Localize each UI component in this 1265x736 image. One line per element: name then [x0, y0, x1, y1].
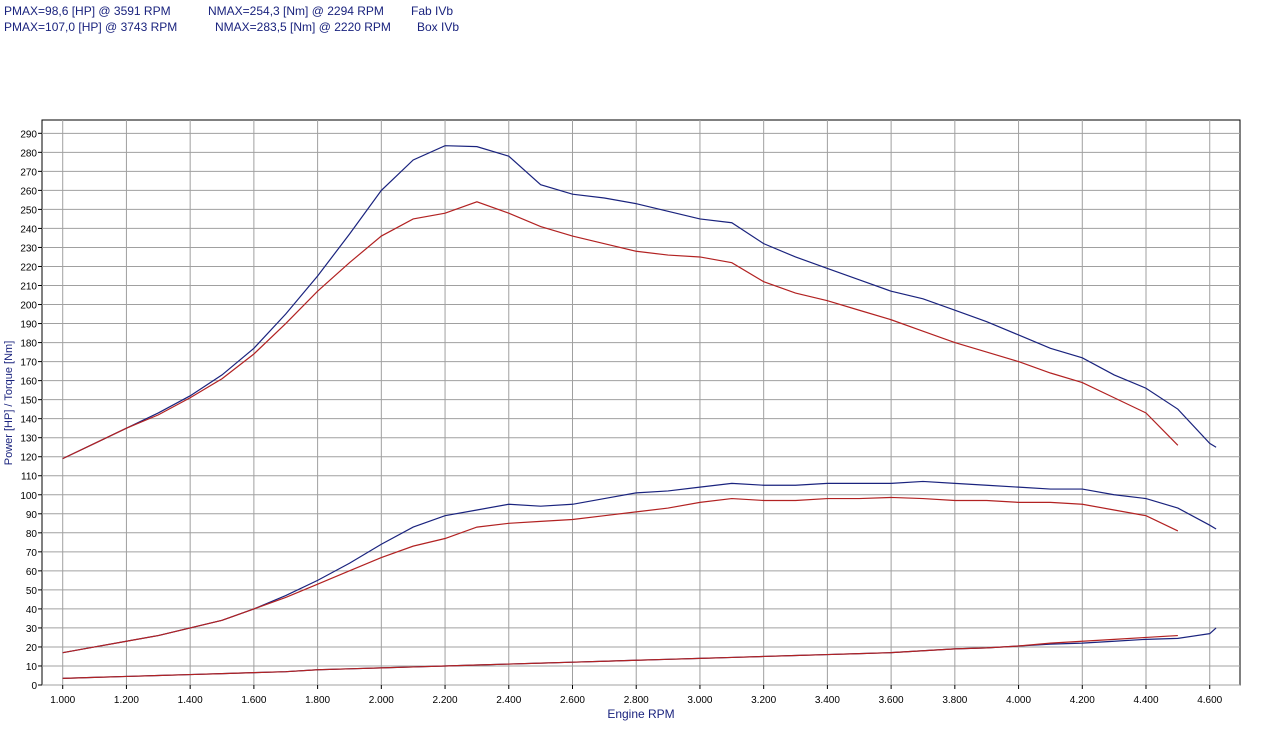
y-tick-label: 90 [26, 510, 38, 521]
y-tick-label: 140 [20, 415, 37, 426]
x-tick-label: 1.000 [50, 695, 75, 706]
x-tick-label: 3.200 [751, 695, 776, 706]
y-tick-label: 260 [20, 186, 37, 197]
x-axis-label: Engine RPM [607, 707, 674, 721]
y-tick-label: 220 [20, 262, 37, 273]
y-tick-label: 190 [20, 320, 37, 331]
x-tick-label: 1.800 [305, 695, 330, 706]
header-name: Fab IVb [411, 4, 453, 18]
y-tick-label: 60 [26, 567, 38, 578]
x-tick-label: 1.200 [114, 695, 139, 706]
series-line [62, 496, 1179, 654]
header-nmax: NMAX=254,3 [Nm] @ 2294 RPM [208, 4, 384, 18]
header-pmax: PMAX=107,0 [HP] @ 3743 RPM [4, 20, 177, 34]
header-pmax: PMAX=98,6 [HP] @ 3591 RPM [4, 4, 171, 18]
y-tick-label: 290 [20, 129, 37, 140]
x-tick-label: 2.800 [624, 695, 649, 706]
y-tick-label: 50 [26, 586, 38, 597]
y-tick-label: 280 [20, 148, 37, 159]
y-tick-label: 150 [20, 396, 37, 407]
x-tick-label: 4.400 [1133, 695, 1158, 706]
x-tick-label: 2.400 [496, 695, 521, 706]
y-tick-label: 100 [20, 491, 37, 502]
y-tick-label: 270 [20, 167, 37, 178]
y-tick-label: 160 [20, 377, 37, 388]
y-tick-label: 240 [20, 224, 37, 235]
x-tick-label: 3.800 [942, 695, 967, 706]
x-tick-label: 3.000 [687, 695, 712, 706]
x-tick-label: 4.600 [1197, 695, 1222, 706]
y-tick-label: 80 [26, 529, 38, 540]
header-name: Box IVb [417, 20, 459, 34]
y-tick-label: 180 [20, 339, 37, 350]
x-tick-label: 2.000 [369, 695, 394, 706]
y-tick-label: 30 [26, 624, 38, 635]
x-tick-label: 1.600 [241, 695, 266, 706]
y-tick-label: 120 [20, 453, 37, 464]
y-tick-label: 130 [20, 434, 37, 445]
y-tick-label: 200 [20, 301, 37, 312]
y-tick-label: 230 [20, 243, 37, 254]
x-tick-label: 3.600 [879, 695, 904, 706]
plot-area [41, 119, 1241, 686]
x-tick-label: 3.400 [815, 695, 840, 706]
header-nmax: NMAX=283,5 [Nm] @ 2220 RPM [215, 20, 391, 34]
y-tick-label: 40 [26, 605, 38, 616]
x-tick-label: 2.600 [560, 695, 585, 706]
series-line [62, 634, 1178, 679]
series-line [62, 145, 1217, 460]
x-tick-label: 4.200 [1070, 695, 1095, 706]
y-tick-label: 110 [21, 472, 37, 483]
y-tick-label: 20 [26, 643, 38, 654]
x-tick-label: 4.000 [1006, 695, 1031, 706]
y-axis-label: Power [HP] / Torque [Nm] [3, 341, 15, 466]
y-tick-label: 0 [31, 681, 37, 692]
y-tick-label: 210 [20, 282, 37, 293]
y-tick-label: 170 [20, 358, 37, 369]
series-line [62, 201, 1179, 460]
x-tick-label: 2.200 [433, 695, 458, 706]
x-tick-label: 1.400 [178, 695, 203, 706]
y-tick-label: 250 [20, 205, 37, 216]
y-tick-label: 70 [26, 548, 38, 559]
y-tick-label: 10 [26, 662, 38, 673]
